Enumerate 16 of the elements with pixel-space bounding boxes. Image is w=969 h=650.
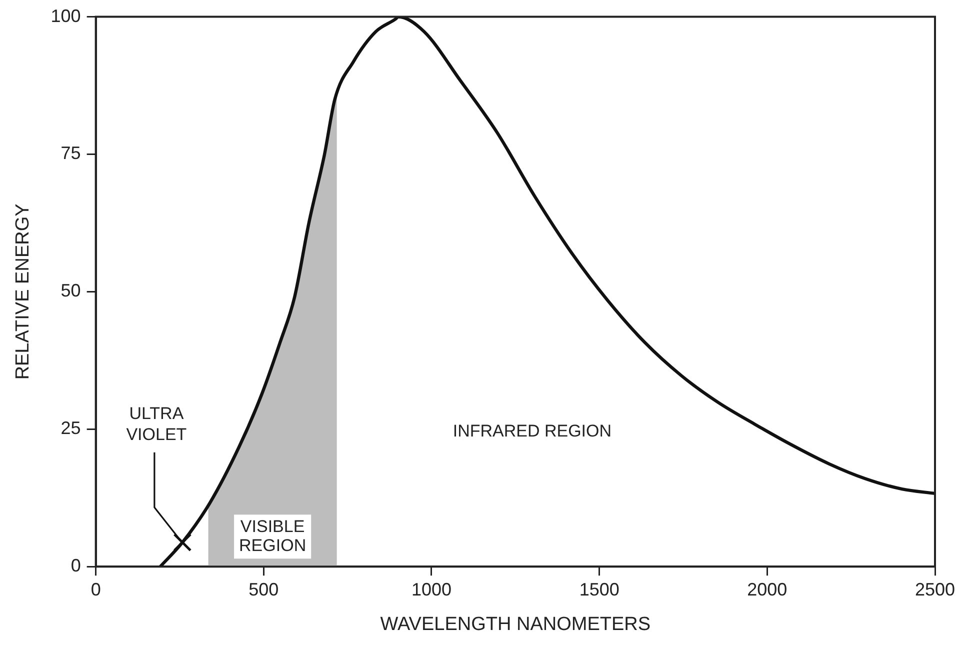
annotation: ULTRA VIOLET — [126, 404, 187, 444]
x-axis-title: WAVELENGTH NANOMETERS — [380, 614, 651, 635]
band-label: VISIBLE REGION — [239, 516, 306, 555]
x-tick-label: 500 — [248, 579, 279, 600]
y-tick-label: 75 — [60, 143, 81, 164]
y-tick-label: 25 — [60, 418, 81, 438]
x-tick-label: 2000 — [747, 579, 788, 600]
y-axis-title: RELATIVE ENERGY — [12, 203, 34, 380]
y-tick-label: 100 — [50, 6, 81, 26]
y-tick-label: 0 — [70, 556, 81, 576]
y-tick-label: 50 — [60, 280, 81, 301]
x-tick-label: 1000 — [411, 579, 452, 600]
annotation: INFRARED REGION — [452, 422, 612, 441]
x-tick-label: 0 — [90, 579, 101, 600]
x-tick-label: 2500 — [914, 579, 956, 600]
x-tick-label: 1500 — [579, 579, 620, 600]
